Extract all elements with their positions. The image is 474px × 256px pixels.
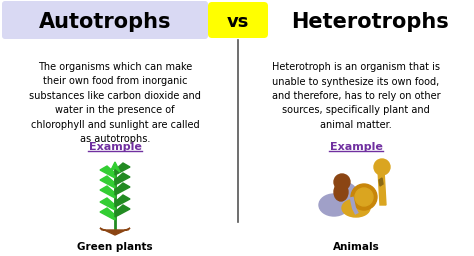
Text: Animals: Animals <box>333 242 379 252</box>
Polygon shape <box>100 228 130 235</box>
Polygon shape <box>100 208 115 220</box>
Polygon shape <box>115 163 130 175</box>
Circle shape <box>355 188 373 206</box>
Polygon shape <box>110 162 120 172</box>
Polygon shape <box>100 186 115 198</box>
Circle shape <box>351 184 377 210</box>
Polygon shape <box>100 166 115 178</box>
Ellipse shape <box>342 199 370 217</box>
Text: Green plants: Green plants <box>77 242 153 252</box>
Polygon shape <box>100 198 115 210</box>
Circle shape <box>334 174 350 190</box>
Text: Autotrophs: Autotrophs <box>39 12 171 32</box>
Polygon shape <box>115 195 130 207</box>
Text: Example: Example <box>329 142 383 152</box>
Text: Example: Example <box>89 142 141 152</box>
Polygon shape <box>115 183 130 195</box>
Circle shape <box>374 159 390 175</box>
Polygon shape <box>115 173 130 185</box>
Circle shape <box>335 183 357 205</box>
Polygon shape <box>100 176 115 188</box>
FancyBboxPatch shape <box>208 2 268 38</box>
Text: The organisms which can make
their own food from inorganic
substances like carbo: The organisms which can make their own f… <box>29 62 201 144</box>
Polygon shape <box>379 178 383 186</box>
Text: Heterotrophs: Heterotrophs <box>291 12 449 32</box>
Polygon shape <box>115 205 130 217</box>
Text: vs: vs <box>227 13 249 31</box>
Text: Heterotroph is an organism that is
unable to synthesize its own food,
and theref: Heterotroph is an organism that is unabl… <box>272 62 440 130</box>
Ellipse shape <box>319 194 349 216</box>
FancyBboxPatch shape <box>2 1 208 39</box>
Ellipse shape <box>334 183 348 201</box>
Polygon shape <box>378 170 386 205</box>
